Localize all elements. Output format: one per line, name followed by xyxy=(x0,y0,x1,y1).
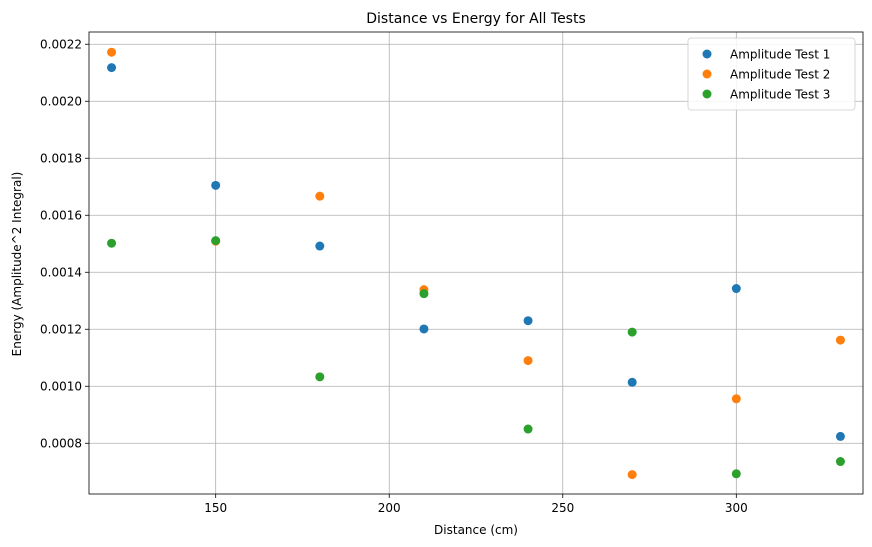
legend-marker xyxy=(702,89,712,99)
data-point-test-1 xyxy=(835,431,845,441)
data-point-test-2 xyxy=(627,470,637,480)
data-point-test-3 xyxy=(731,469,741,479)
y-tick-label: 0.0010 xyxy=(40,379,82,393)
axis-ticks: 150 200 250 300 0.0008 0.0010 0.0012 0.0014 0.00… xyxy=(40,37,748,515)
chart-title: Distance vs Energy for All Tests xyxy=(366,11,586,27)
data-points xyxy=(107,47,845,480)
data-point-test-3 xyxy=(835,457,845,467)
legend-label: Amplitude Test 3 xyxy=(730,88,830,102)
data-point-test-1 xyxy=(315,241,325,251)
legend-marker xyxy=(702,69,712,79)
y-tick-label: 0.0022 xyxy=(40,37,82,51)
x-axis-label: Distance (cm) xyxy=(434,523,518,537)
data-point-test-3 xyxy=(211,236,221,246)
legend-marker xyxy=(702,49,712,59)
data-point-test-3 xyxy=(627,327,637,337)
x-tick-label: 200 xyxy=(378,501,401,515)
data-point-test-2 xyxy=(315,191,325,201)
y-axis-label: Energy (Amplitude^2 Integral) xyxy=(10,172,24,357)
legend: Amplitude Test 1 Amplitude Test 2 Amplitud… xyxy=(687,37,856,111)
y-tick-label: 0.0020 xyxy=(40,94,82,108)
x-tick-label: 150 xyxy=(204,501,227,515)
data-point-test-2 xyxy=(835,335,845,345)
x-tick-label: 300 xyxy=(725,501,748,515)
legend-label: Amplitude Test 2 xyxy=(730,68,830,82)
plot-area-frame xyxy=(88,31,864,495)
data-point-test-1 xyxy=(731,284,741,294)
legend-label: Amplitude Test 1 xyxy=(730,48,830,62)
data-point-test-1 xyxy=(523,316,533,326)
data-point-test-2 xyxy=(731,394,741,404)
data-point-test-3 xyxy=(107,238,117,248)
data-point-test-3 xyxy=(315,372,325,382)
data-point-test-1 xyxy=(419,324,429,334)
y-tick-label: 0.0018 xyxy=(40,151,82,165)
data-point-test-2 xyxy=(107,47,117,57)
x-tick-label: 250 xyxy=(551,501,574,515)
data-point-test-1 xyxy=(627,377,637,387)
y-tick-label: 0.0008 xyxy=(40,436,82,450)
y-tick-label: 0.0014 xyxy=(40,265,82,279)
data-point-test-2 xyxy=(523,356,533,366)
y-tick-label: 0.0012 xyxy=(40,322,82,336)
data-point-test-1 xyxy=(211,180,221,190)
data-point-test-1 xyxy=(107,63,117,73)
data-point-test-3 xyxy=(419,289,429,299)
legend-box xyxy=(687,37,856,111)
data-point-test-3 xyxy=(523,424,533,434)
y-tick-label: 0.0016 xyxy=(40,208,82,222)
